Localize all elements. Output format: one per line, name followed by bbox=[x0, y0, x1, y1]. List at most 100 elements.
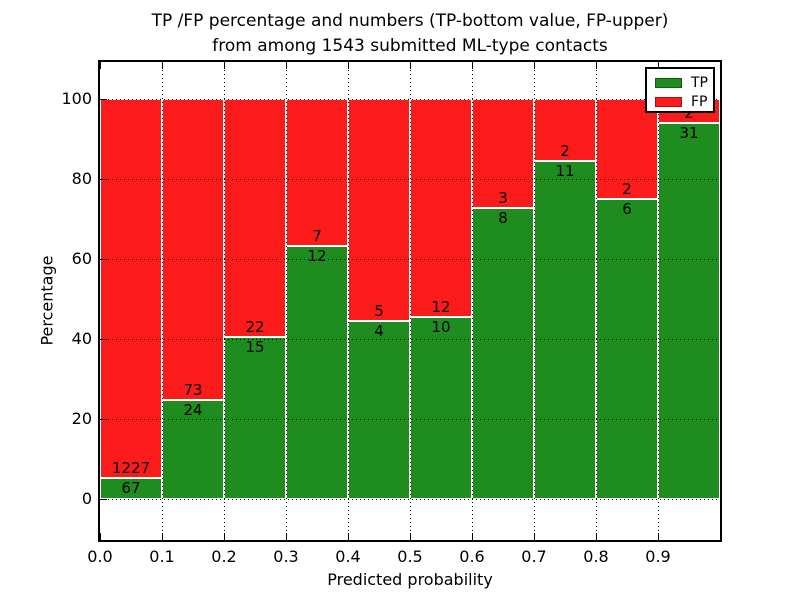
legend-row-tp: TP bbox=[655, 73, 713, 92]
fp-count-label: 7 bbox=[312, 227, 322, 246]
chart-title: TP /FP percentage and numbers (TP-bottom… bbox=[98, 9, 722, 59]
x-tick bbox=[223, 533, 225, 540]
fp-bar-segment bbox=[162, 99, 224, 401]
tp-count-label: 31 bbox=[679, 124, 699, 143]
v-gridline bbox=[286, 62, 287, 540]
v-gridline bbox=[534, 62, 535, 540]
x-tick bbox=[347, 533, 349, 540]
fp-legend-swatch-icon bbox=[655, 96, 682, 107]
tp-count-label: 10 bbox=[431, 318, 451, 337]
fp-count-label: 1227 bbox=[111, 459, 151, 478]
v-gridline bbox=[348, 62, 349, 540]
y-tick bbox=[100, 338, 107, 340]
x-tick-label: 0.2 bbox=[211, 547, 237, 566]
x-tick bbox=[471, 533, 473, 540]
fp-bar-segment bbox=[410, 99, 472, 318]
fp-count-label: 73 bbox=[183, 381, 203, 400]
x-top-tick bbox=[161, 62, 163, 69]
tp-bar-segment bbox=[472, 208, 534, 499]
y-tick-label: 80 bbox=[71, 169, 92, 188]
x-tick-label: 0.1 bbox=[149, 547, 175, 566]
fp-count-label: 22 bbox=[245, 317, 265, 336]
x-tick bbox=[595, 533, 597, 540]
x-tick-label: 0.4 bbox=[335, 547, 361, 566]
x-tick bbox=[533, 533, 535, 540]
y-tick-label: 100 bbox=[61, 89, 92, 108]
x-tick-label: 0.5 bbox=[397, 547, 423, 566]
fp-count-label: 3 bbox=[498, 189, 508, 208]
x-tick bbox=[161, 533, 163, 540]
y-tick bbox=[100, 98, 107, 100]
tp-count-label: 4 bbox=[374, 322, 384, 341]
x-top-tick bbox=[285, 62, 287, 69]
tp-bar-segment bbox=[224, 336, 286, 499]
tp-count-label: 12 bbox=[307, 247, 327, 266]
x-tick-label: 0.3 bbox=[273, 547, 299, 566]
chart-title-line2: from among 1543 submitted ML-type contac… bbox=[212, 36, 608, 56]
legend-row-fp: FP bbox=[655, 92, 713, 111]
tp-count-label: 6 bbox=[622, 200, 632, 218]
fp-count-label: 2 bbox=[622, 180, 632, 198]
legend-label-fp: FP bbox=[691, 93, 708, 110]
fp-count-label: 5 bbox=[374, 302, 384, 321]
v-gridline bbox=[224, 62, 225, 540]
tp-bar-segment bbox=[534, 160, 596, 499]
x-top-tick bbox=[99, 62, 101, 69]
x-top-tick bbox=[533, 62, 535, 69]
fp-bar-segment bbox=[348, 99, 410, 322]
fp-bar-segment bbox=[596, 99, 658, 199]
x-tick bbox=[409, 533, 411, 540]
y-tick-label: 20 bbox=[71, 409, 92, 428]
fp-bar-segment bbox=[100, 99, 162, 479]
x-tick-label: 0.8 bbox=[583, 547, 609, 566]
legend: TP FP bbox=[645, 67, 715, 113]
x-top-tick bbox=[347, 62, 349, 69]
x-top-tick bbox=[595, 62, 597, 69]
y-tick bbox=[100, 498, 107, 500]
tp-bar-segment bbox=[410, 317, 472, 499]
tp-bar-segment bbox=[286, 246, 348, 499]
x-tick-label: 0.6 bbox=[459, 547, 485, 566]
tp-count-label: 24 bbox=[183, 401, 203, 420]
legend-label-tp: TP bbox=[691, 74, 708, 91]
v-gridline bbox=[472, 62, 473, 540]
x-tick-label: 0.9 bbox=[645, 547, 671, 566]
tp-bar-segment bbox=[348, 321, 410, 499]
x-tick-label: 0.0 bbox=[87, 547, 113, 566]
tp-bar-segment bbox=[658, 123, 720, 499]
tp-bar-segment bbox=[162, 400, 224, 499]
x-top-tick bbox=[409, 62, 411, 69]
v-gridline bbox=[658, 62, 659, 540]
fp-bar-segment bbox=[286, 99, 348, 247]
x-tick bbox=[657, 533, 659, 540]
y-tick bbox=[100, 258, 107, 260]
x-top-tick bbox=[223, 62, 225, 69]
tp-legend-swatch-icon bbox=[655, 77, 682, 88]
tp-count-label: 15 bbox=[245, 337, 265, 356]
y-tick-label: 0 bbox=[81, 489, 92, 508]
fp-count-label: 2 bbox=[684, 104, 694, 123]
x-top-tick bbox=[471, 62, 473, 69]
v-gridline bbox=[162, 62, 163, 540]
x-axis-label: Predicted probability bbox=[327, 570, 493, 589]
x-tick bbox=[99, 533, 101, 540]
y-tick bbox=[100, 418, 107, 420]
fp-count-label: 12 bbox=[431, 298, 451, 317]
chart-title-line1: TP /FP percentage and numbers (TP-bottom… bbox=[151, 11, 669, 31]
tp-bar-segment bbox=[100, 478, 162, 499]
tp-bar-segment bbox=[596, 199, 658, 499]
x-top-tick bbox=[657, 62, 659, 69]
y-tick bbox=[100, 178, 107, 180]
x-tick bbox=[285, 533, 287, 540]
plot-frame bbox=[98, 60, 722, 542]
tp-count-label: 11 bbox=[555, 161, 575, 180]
y-tick-label: 40 bbox=[71, 329, 92, 348]
tp-count-label: 67 bbox=[121, 479, 141, 498]
y-tick-label: 60 bbox=[71, 249, 92, 268]
